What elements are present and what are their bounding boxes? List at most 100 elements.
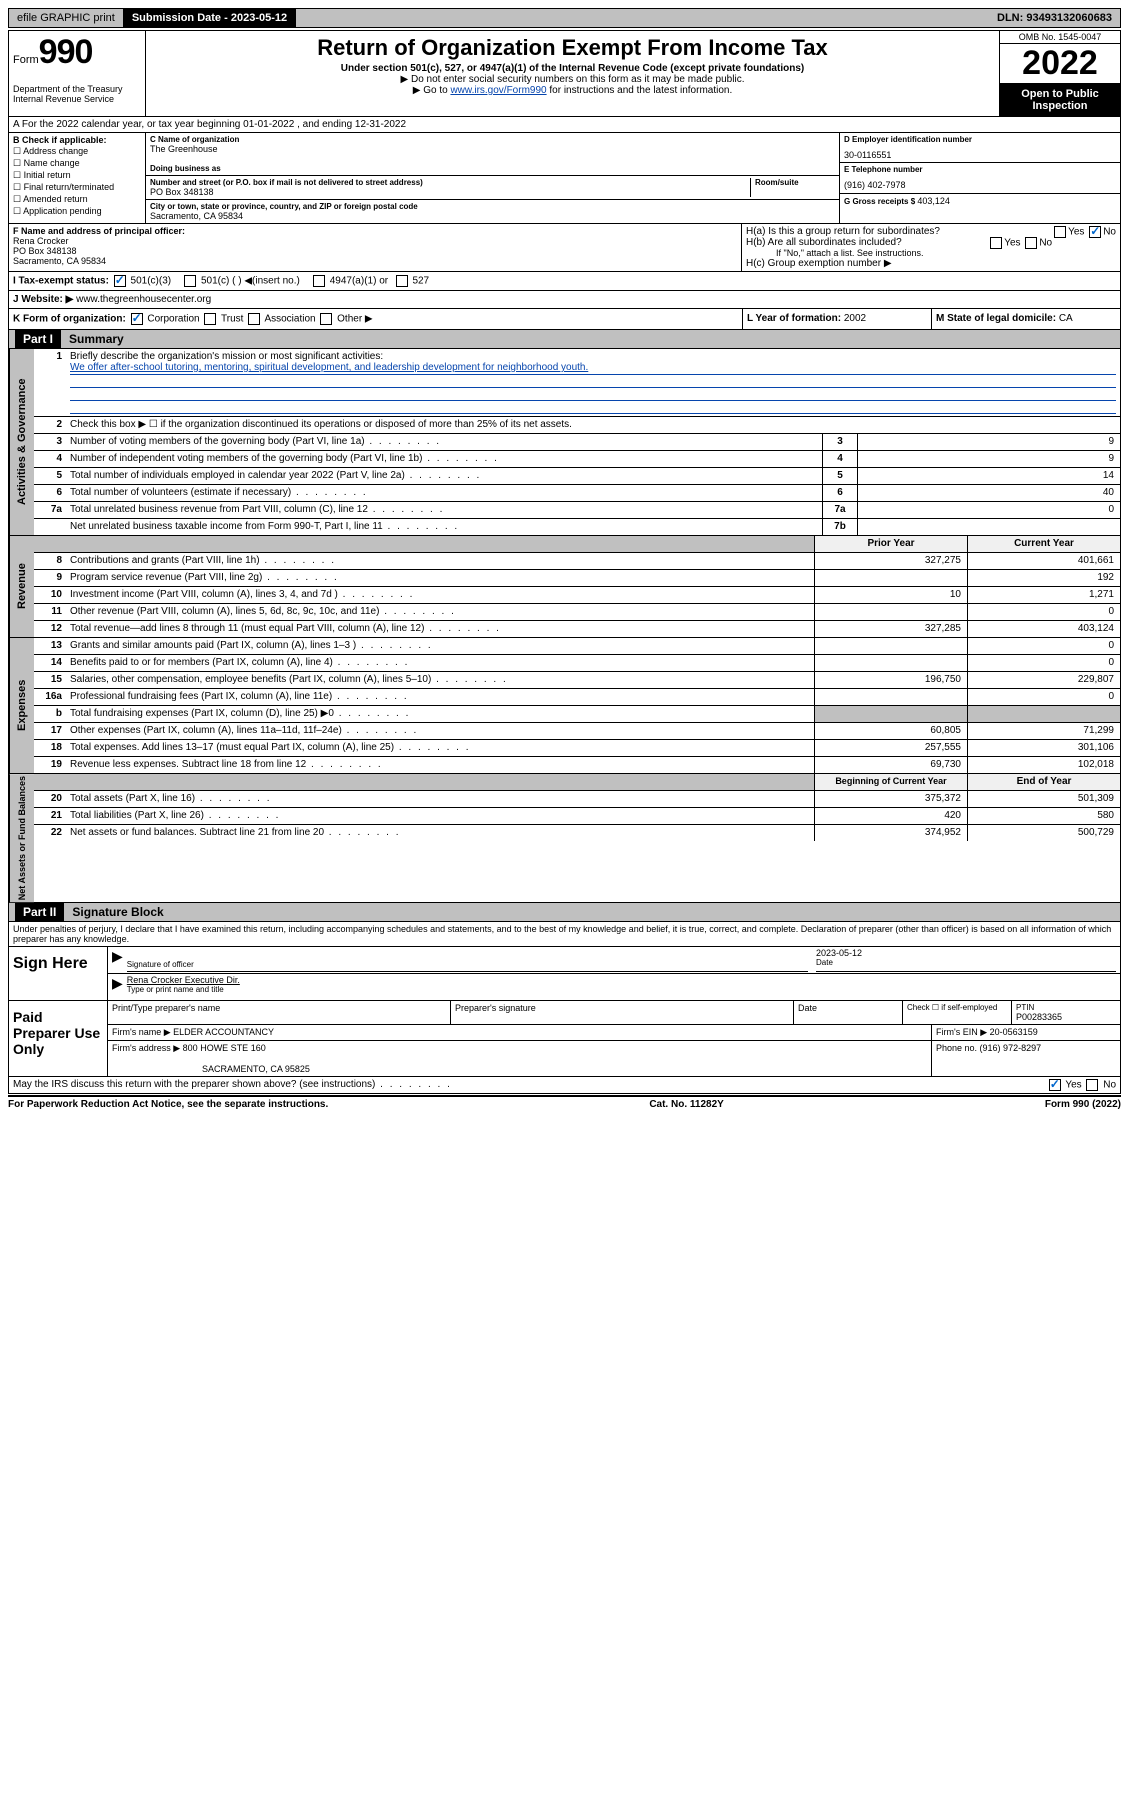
line-a: A For the 2022 calendar year, or tax yea…: [9, 117, 1120, 133]
firm-addr2: SACRAMENTO, CA 95825: [202, 1064, 310, 1074]
chk-501c[interactable]: [184, 275, 196, 287]
chk-527[interactable]: [396, 275, 408, 287]
year-column: OMB No. 1545-0047 2022 Open to Public In…: [999, 31, 1120, 116]
section-a-bcd: A For the 2022 calendar year, or tax yea…: [8, 117, 1121, 224]
revenue-section: Revenue Prior Year Current Year 8Contrib…: [8, 536, 1121, 638]
dept-label: Department of the Treasury Internal Reve…: [13, 84, 141, 104]
form-number-cell: Form990 Department of the Treasury Inter…: [9, 31, 146, 116]
table-row: 3Number of voting members of the governi…: [34, 434, 1120, 451]
chk-assoc[interactable]: [248, 313, 260, 325]
chk-app-pending[interactable]: ☐ Application pending: [13, 206, 141, 217]
signature-block: Under penalties of perjury, I declare th…: [8, 922, 1121, 1094]
firm-name: ELDER ACCOUNTANCY: [173, 1027, 274, 1037]
efile-label: efile GRAPHIC print: [9, 9, 124, 27]
chk-501c3[interactable]: [114, 275, 126, 287]
table-row: 13Grants and similar amounts paid (Part …: [34, 638, 1120, 655]
form-note1: ▶ Do not enter social security numbers o…: [150, 74, 995, 85]
table-row: 12Total revenue—add lines 8 through 11 (…: [34, 621, 1120, 637]
table-row: 6Total number of volunteers (estimate if…: [34, 485, 1120, 502]
table-row: 9Program service revenue (Part VIII, lin…: [34, 570, 1120, 587]
dln: DLN: 93493132060683: [989, 9, 1120, 27]
governance-section: Activities & Governance 1 Briefly descri…: [8, 349, 1121, 536]
table-row: 8Contributions and grants (Part VIII, li…: [34, 553, 1120, 570]
chk-name-change[interactable]: ☐ Name change: [13, 158, 141, 169]
table-row: 20Total assets (Part X, line 16)375,3725…: [34, 791, 1120, 808]
form-title: Return of Organization Exempt From Incom…: [150, 35, 995, 61]
table-row: 17Other expenses (Part IX, column (A), l…: [34, 723, 1120, 740]
table-row: 11Other revenue (Part VIII, column (A), …: [34, 604, 1120, 621]
sign-here-label: Sign Here: [9, 947, 108, 1000]
part1-header: Part ISummary: [8, 330, 1121, 349]
chk-initial-return[interactable]: ☐ Initial return: [13, 170, 141, 181]
form-note2: ▶ Go to www.irs.gov/Form990 for instruct…: [150, 85, 995, 96]
ha-yes[interactable]: [1054, 226, 1066, 238]
section-klm: K Form of organization: Corporation Trus…: [8, 309, 1121, 330]
paid-preparer-label: Paid Preparer Use Only: [9, 1001, 108, 1076]
ein: 30-0116551: [844, 150, 1116, 160]
discuss-yes[interactable]: [1049, 1079, 1061, 1091]
table-row: bTotal fundraising expenses (Part IX, co…: [34, 706, 1120, 723]
table-row: 22Net assets or fund balances. Subtract …: [34, 825, 1120, 841]
section-i: I Tax-exempt status: 501(c)(3) 501(c) ( …: [8, 272, 1121, 291]
netassets-section: Net Assets or Fund Balances Beginning of…: [8, 774, 1121, 903]
org-city: Sacramento, CA 95834: [150, 211, 835, 221]
chk-other[interactable]: [320, 313, 332, 325]
expenses-section: Expenses 13Grants and similar amounts pa…: [8, 638, 1121, 774]
officer-name-title: Rena Crocker Executive Dir.: [127, 975, 1116, 985]
section-fh: F Name and address of principal officer:…: [8, 224, 1121, 272]
form-header: Form990 Department of the Treasury Inter…: [8, 30, 1121, 117]
table-row: 15Salaries, other compensation, employee…: [34, 672, 1120, 689]
page-footer: For Paperwork Reduction Act Notice, see …: [8, 1095, 1121, 1112]
table-row: 16aProfessional fundraising fees (Part I…: [34, 689, 1120, 706]
org-name: The Greenhouse: [150, 144, 835, 154]
sig-declaration: Under penalties of perjury, I declare th…: [9, 922, 1120, 947]
section-c: C Name of organization The Greenhouse Do…: [146, 133, 839, 223]
section-b: B Check if applicable: ☐ Address change …: [9, 133, 146, 223]
table-row: 14Benefits paid to or for members (Part …: [34, 655, 1120, 672]
table-row: 19Revenue less expenses. Subtract line 1…: [34, 757, 1120, 773]
section-d: D Employer identification number 30-0116…: [839, 133, 1120, 223]
irs-link[interactable]: www.irs.gov/Form990: [450, 85, 546, 96]
org-address: PO Box 348138: [150, 187, 750, 197]
omb-number: OMB No. 1545-0047: [1000, 31, 1120, 44]
firm-phone: (916) 972-8297: [980, 1043, 1042, 1053]
mission-text: We offer after-school tutoring, mentorin…: [70, 362, 1116, 375]
phone: (916) 402-7978: [844, 180, 1116, 190]
section-j: J Website: ▶ www.thegreenhousecenter.org: [8, 291, 1121, 309]
sig-date: 2023-05-12: [816, 948, 1116, 958]
officer-addr2: Sacramento, CA 95834: [13, 256, 737, 266]
submission-date: Submission Date - 2023-05-12: [124, 9, 296, 27]
ha-no[interactable]: [1089, 226, 1101, 238]
table-row: 7aTotal unrelated business revenue from …: [34, 502, 1120, 519]
website: www.thegreenhousecenter.org: [76, 294, 211, 305]
chk-corp[interactable]: [131, 313, 143, 325]
officer-name: Rena Crocker: [13, 236, 737, 246]
table-row: 18Total expenses. Add lines 13–17 (must …: [34, 740, 1120, 757]
hb-no[interactable]: [1025, 237, 1037, 249]
chk-address-change[interactable]: ☐ Address change: [13, 146, 141, 157]
tax-year: 2022: [1000, 44, 1120, 84]
ptin: P00283365: [1016, 1012, 1116, 1022]
chk-amended[interactable]: ☐ Amended return: [13, 194, 141, 205]
state-domicile: CA: [1059, 313, 1073, 324]
topbar: efile GRAPHIC print Submission Date - 20…: [8, 8, 1121, 28]
table-row: 4Number of independent voting members of…: [34, 451, 1120, 468]
hb-yes[interactable]: [990, 237, 1002, 249]
chk-final-return[interactable]: ☐ Final return/terminated: [13, 182, 141, 193]
inspection-label: Open to Public Inspection: [1000, 84, 1120, 116]
chk-trust[interactable]: [204, 313, 216, 325]
table-row: 21Total liabilities (Part X, line 26)420…: [34, 808, 1120, 825]
table-row: 5Total number of individuals employed in…: [34, 468, 1120, 485]
firm-ein: 20-0563159: [990, 1027, 1038, 1037]
part2-header: Part IISignature Block: [8, 903, 1121, 922]
firm-addr1: 800 HOWE STE 160: [183, 1043, 266, 1053]
gross-receipts: 403,124: [917, 196, 950, 206]
table-row: Net unrelated business taxable income fr…: [34, 519, 1120, 535]
form-subtitle: Under section 501(c), 527, or 4947(a)(1)…: [150, 63, 995, 74]
year-formation: 2002: [844, 313, 866, 324]
chk-4947[interactable]: [313, 275, 325, 287]
title-column: Return of Organization Exempt From Incom…: [146, 31, 999, 116]
officer-addr1: PO Box 348138: [13, 246, 737, 256]
table-row: 10Investment income (Part VIII, column (…: [34, 587, 1120, 604]
discuss-no[interactable]: [1086, 1079, 1098, 1091]
